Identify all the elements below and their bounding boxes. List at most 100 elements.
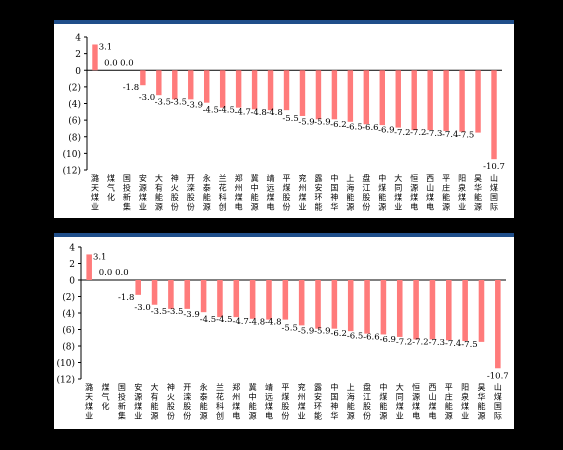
category-label: 大有能源 bbox=[155, 173, 163, 212]
bar bbox=[233, 280, 240, 318]
category-label: 潞天煤业 bbox=[91, 173, 99, 212]
data-label: -7.5 bbox=[461, 340, 477, 350]
bar bbox=[315, 70, 322, 120]
y-tick-label: 4 bbox=[75, 34, 81, 44]
bar bbox=[156, 70, 162, 96]
data-label: -6.5 bbox=[347, 332, 363, 342]
category-label: 上海能源 bbox=[346, 174, 354, 212]
bar bbox=[172, 70, 178, 100]
y-tick-label: 2 bbox=[69, 260, 75, 270]
data-label: -4.7 bbox=[234, 107, 250, 117]
category-label: 中国神华 bbox=[330, 382, 338, 421]
category-label: 昊华能源 bbox=[477, 383, 485, 421]
bar bbox=[380, 280, 387, 335]
bar bbox=[168, 280, 174, 309]
bar-chart-bottom: 4 2 0 (2) (4) (6) (8) (10) (12) 3.1 潞天煤业 0.0 煤气化 0.0 国… bbox=[57, 244, 509, 421]
y-tick-label: (8) bbox=[62, 342, 75, 353]
category-label: 神火股份 bbox=[167, 382, 175, 421]
data-label: -3.5 bbox=[151, 307, 167, 317]
category-label: 昊华能源 bbox=[474, 174, 482, 212]
data-label: -1.8 bbox=[123, 83, 139, 93]
category-label: 西山煤电 bbox=[428, 383, 436, 421]
bar bbox=[217, 280, 223, 318]
category-label: 煤气化 bbox=[107, 173, 115, 202]
data-label: 0.0 bbox=[115, 268, 129, 278]
category-label: 冀中能源 bbox=[249, 382, 257, 421]
y-tick-label: 4 bbox=[69, 244, 75, 254]
category-label: 安源煤业 bbox=[134, 382, 142, 421]
y-tick-label: (12) bbox=[57, 375, 75, 386]
category-label: 阳泉煤业 bbox=[461, 383, 469, 421]
category-label: 平庄能源 bbox=[442, 174, 450, 212]
bar bbox=[235, 70, 242, 108]
data-label: -4.8 bbox=[250, 108, 266, 118]
data-label: -4.5 bbox=[203, 106, 219, 116]
data-label: -7.2 bbox=[396, 337, 412, 347]
bar bbox=[363, 70, 370, 125]
bar bbox=[411, 70, 417, 131]
bar bbox=[429, 280, 436, 340]
bar bbox=[151, 280, 158, 305]
data-label: -3.9 bbox=[183, 310, 199, 320]
y-tick-label: (10) bbox=[57, 358, 75, 369]
category-label: 兰花科创 bbox=[219, 173, 227, 212]
panel-bottom-rule bbox=[54, 233, 514, 237]
chart-panel-top: 4 2 0 (2) (4) (6) (8) (10) (12) 3.1 潞天煤业 0.0 煤气化 0.0 国… bbox=[54, 20, 514, 218]
bar bbox=[299, 70, 306, 116]
category-label: 平庄能源 bbox=[445, 383, 453, 421]
bar bbox=[200, 280, 207, 313]
category-label: 靖远煤电 bbox=[265, 382, 273, 421]
bar bbox=[86, 254, 92, 280]
data-label: -6.5 bbox=[346, 122, 362, 132]
category-label: 中煤能源 bbox=[379, 382, 387, 421]
category-label: 开滦股份 bbox=[183, 383, 191, 421]
y-tick-label: (4) bbox=[62, 309, 75, 320]
category-label: 山煤国际 bbox=[490, 173, 498, 212]
y-tick-label: (10) bbox=[63, 149, 81, 160]
data-label: -6.2 bbox=[330, 120, 346, 130]
data-label: -7.4 bbox=[442, 130, 458, 140]
data-label: -4.8 bbox=[265, 318, 281, 328]
data-label: -5.9 bbox=[298, 117, 314, 127]
y-tick-label: 2 bbox=[75, 50, 81, 60]
category-label: 盘江股份 bbox=[362, 173, 370, 212]
y-tick-label: (6) bbox=[68, 116, 81, 127]
category-label: 平煤股份 bbox=[283, 174, 291, 212]
category-label: 兖州煤业 bbox=[298, 382, 306, 421]
bar bbox=[446, 280, 452, 341]
category-label: 兖州煤业 bbox=[298, 173, 306, 212]
bar bbox=[188, 70, 194, 100]
data-label: -1.8 bbox=[118, 293, 134, 303]
category-label: 上海能源 bbox=[347, 383, 355, 421]
category-label: 阳泉煤业 bbox=[458, 174, 466, 212]
category-label: 国投新集 bbox=[118, 383, 126, 421]
bar bbox=[140, 70, 146, 86]
data-label: -10.7 bbox=[487, 371, 509, 381]
bar bbox=[331, 70, 338, 120]
y-tick-label: (12) bbox=[63, 166, 81, 177]
bar bbox=[135, 280, 141, 295]
bar bbox=[251, 70, 258, 110]
data-label: -7.2 bbox=[410, 128, 426, 138]
bar bbox=[203, 70, 210, 103]
bar bbox=[379, 70, 386, 126]
category-label: 潞天煤业 bbox=[85, 382, 93, 421]
category-label: 露安环能 bbox=[314, 383, 322, 421]
category-label: 神火股份 bbox=[171, 173, 179, 212]
data-label: 0.0 bbox=[120, 58, 134, 68]
category-label: 露安环能 bbox=[314, 174, 322, 212]
category-label: 国投新集 bbox=[123, 174, 131, 212]
bar bbox=[443, 70, 449, 131]
data-label: -3.5 bbox=[171, 97, 187, 107]
bar bbox=[347, 280, 354, 332]
category-label: 冀中能源 bbox=[251, 173, 259, 212]
data-label: -3.5 bbox=[155, 97, 171, 107]
y-tick-label: (4) bbox=[68, 99, 81, 110]
category-label: 郑州煤电 bbox=[232, 382, 240, 421]
data-label: 3.1 bbox=[93, 252, 107, 262]
bar bbox=[478, 280, 485, 342]
category-label: 永泰能源 bbox=[200, 382, 208, 421]
y-tick-label: 0 bbox=[75, 67, 81, 77]
data-label: 0.0 bbox=[99, 268, 113, 278]
category-label: 西山煤电 bbox=[426, 174, 434, 212]
